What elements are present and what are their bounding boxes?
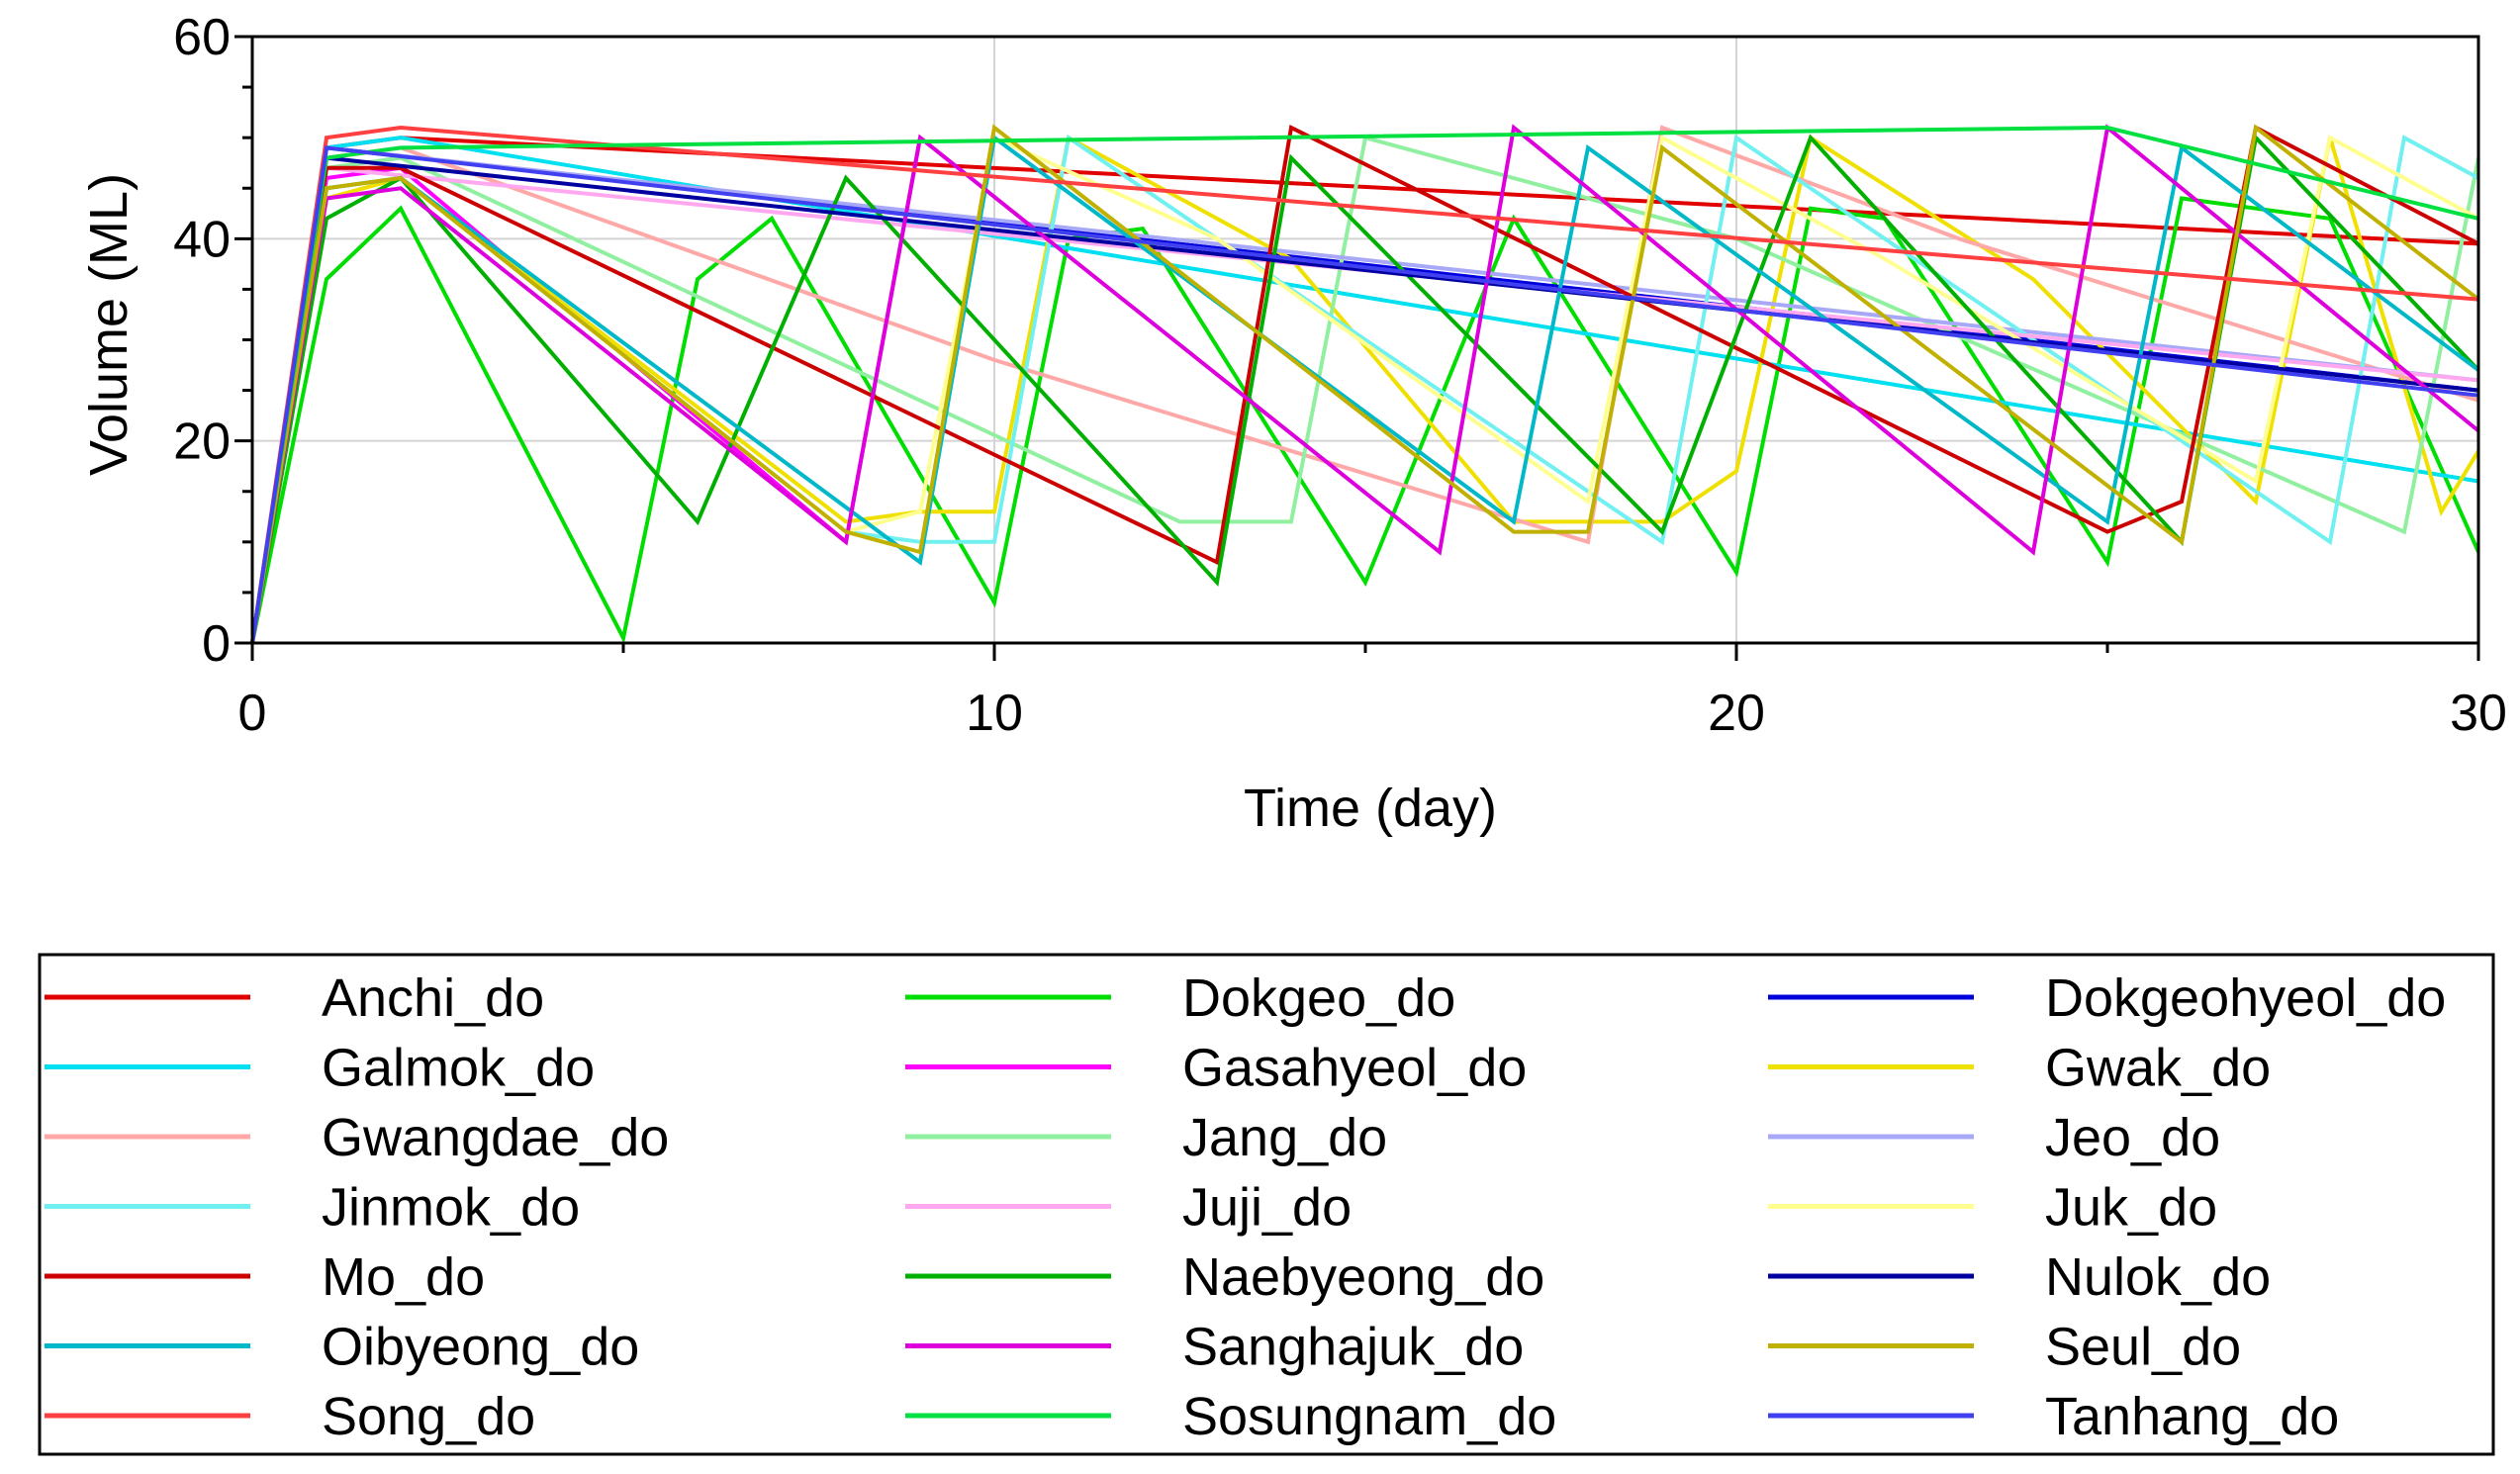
legend-label-Dokgeo_do: Dokgeo_do xyxy=(1182,968,1455,1028)
legend-label-Dokgeohyeol_do: Dokgeohyeol_do xyxy=(2045,968,2446,1028)
legend-label-Song_do: Song_do xyxy=(322,1387,535,1446)
series-line-Seul_do xyxy=(250,124,2480,644)
legend-label-Seul_do: Seul_do xyxy=(2045,1318,2241,1377)
legend-label-Gwak_do: Gwak_do xyxy=(2045,1039,2271,1098)
legend-label-Anchi_do: Anchi_do xyxy=(322,968,544,1028)
legend-label-Tanhang_do: Tanhang_do xyxy=(2045,1387,2339,1446)
x-tick-label: 10 xyxy=(966,685,1023,742)
legend-label-Oibyeong_do: Oibyeong_do xyxy=(322,1318,639,1377)
legend-label-Galmok_do: Galmok_do xyxy=(322,1039,595,1098)
series-line-Sanghajuk_do xyxy=(250,124,2480,644)
series-line-Mo_do xyxy=(250,124,2479,644)
legend-label-Jang_do: Jang_do xyxy=(1182,1108,1387,1167)
axes: 0 10 20 30 0 20 40 60 xyxy=(173,9,2507,742)
legend-label-Juji_do: Juji_do xyxy=(1182,1178,1352,1238)
series-line-Tanhang_do xyxy=(250,145,2479,644)
x-tick-label: 0 xyxy=(238,685,267,742)
legend-label-Nulok_do: Nulok_do xyxy=(2045,1247,2271,1307)
x-tick-label: 20 xyxy=(1708,685,1765,742)
legend-label-Jinmok_do: Jinmok_do xyxy=(322,1178,580,1238)
x-axis-title: Time (day) xyxy=(1244,779,1497,838)
y-tick-label: 0 xyxy=(202,615,231,673)
legend-label-Sosungnam_do: Sosungnam_do xyxy=(1182,1387,1556,1446)
series-line-Jang_do xyxy=(250,135,2480,644)
y-tick-label: 40 xyxy=(173,211,231,268)
y-tick-label: 20 xyxy=(173,414,231,471)
series-layer xyxy=(250,124,2480,644)
series-line-Gwak_do xyxy=(250,134,2480,644)
legend-label-Naebyeong_do: Naebyeong_do xyxy=(1182,1247,1544,1307)
y-axis-title: Volume (ML) xyxy=(79,173,139,476)
legend-label-Gasahyeol_do: Gasahyeol_do xyxy=(1182,1039,1527,1098)
legend-label-Juk_do: Juk_do xyxy=(2045,1178,2217,1238)
x-tick-label: 30 xyxy=(2450,685,2507,742)
legend-box xyxy=(38,953,2495,1456)
legend-label-Gwangdae_do: Gwangdae_do xyxy=(322,1108,669,1167)
legend-label-Jeo_do: Jeo_do xyxy=(2045,1108,2220,1167)
legend-label-Mo_do: Mo_do xyxy=(322,1247,485,1307)
legend: Anchi_do Dokgeo_do Dokgeohyeol_do Galmok_do… xyxy=(38,953,2495,1456)
y-tick-label: 60 xyxy=(173,9,231,66)
legend-label-Sanghajuk_do: Sanghajuk_do xyxy=(1182,1318,1524,1377)
